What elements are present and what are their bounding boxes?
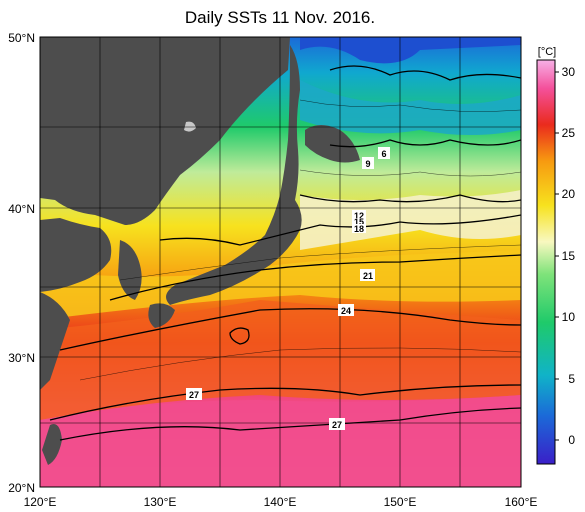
japan-main bbox=[166, 45, 302, 305]
longitude-labels: 120°E 130°E 140°E 150°E 160°E bbox=[24, 495, 538, 509]
lon-label-140e: 140°E bbox=[264, 495, 297, 509]
contour-label-9: 9 bbox=[365, 159, 370, 169]
asia-landmass bbox=[40, 37, 290, 225]
lat-label-50n: 50°N bbox=[8, 31, 35, 45]
colorbar-label-25: 25 bbox=[562, 126, 576, 140]
latitude-labels: 50°N 40°N 30°N 20°N bbox=[8, 31, 35, 495]
colorbar-label-5: 5 bbox=[568, 372, 575, 386]
lat-label-40n: 40°N bbox=[8, 202, 35, 216]
contour-label-24: 24 bbox=[341, 306, 351, 316]
china-coast bbox=[40, 218, 112, 292]
contour-label-6: 6 bbox=[381, 149, 386, 159]
isotherm-lines bbox=[49, 65, 521, 441]
cold-band bbox=[40, 37, 521, 64]
lon-label-120e: 120°E bbox=[24, 495, 57, 509]
colorbar-label-10: 10 bbox=[562, 310, 576, 324]
china-south-coast bbox=[40, 292, 70, 390]
contour-label-27-west: 27 bbox=[189, 390, 199, 400]
contour-label-12: 12 bbox=[354, 211, 364, 221]
colorbar-gradient bbox=[536, 59, 556, 465]
transition-band bbox=[300, 190, 521, 250]
map-frame bbox=[39, 36, 522, 488]
colorbar-labels: 30 25 20 15 10 5 0 bbox=[562, 65, 576, 447]
lat-label-30n: 30°N bbox=[8, 351, 35, 365]
lon-label-150e: 150°E bbox=[384, 495, 417, 509]
colorbar-label-20: 20 bbox=[562, 187, 576, 201]
map-title: Daily SSTs 11 Nov. 2016. bbox=[184, 8, 376, 27]
colorbar-label-0: 0 bbox=[568, 433, 575, 447]
contour-label-27-east: 27 bbox=[332, 420, 342, 430]
lon-label-130e: 130°E bbox=[144, 495, 177, 509]
lat-label-20n: 20°N bbox=[8, 481, 35, 495]
colorbar-label-15: 15 bbox=[562, 249, 576, 263]
contour-label-18: 18 bbox=[354, 224, 364, 234]
colorbar-ticks bbox=[555, 71, 559, 441]
colorbar-unit: [°C] bbox=[538, 46, 556, 58]
lon-label-160e: 160°E bbox=[505, 495, 538, 509]
graticule bbox=[40, 37, 521, 487]
hokkaido bbox=[305, 125, 360, 163]
contour-labels: 6 9 12 15 18 21 24 27 27 bbox=[186, 147, 390, 430]
cool-band bbox=[300, 80, 521, 135]
sakhalin-islet bbox=[184, 121, 196, 132]
korea-peninsula bbox=[118, 240, 142, 300]
colorbar-label-30: 30 bbox=[562, 65, 576, 79]
kyushu bbox=[148, 303, 175, 328]
contour-label-21: 21 bbox=[363, 271, 373, 281]
contour-label-15: 15 bbox=[354, 217, 364, 227]
taiwan bbox=[42, 424, 62, 465]
